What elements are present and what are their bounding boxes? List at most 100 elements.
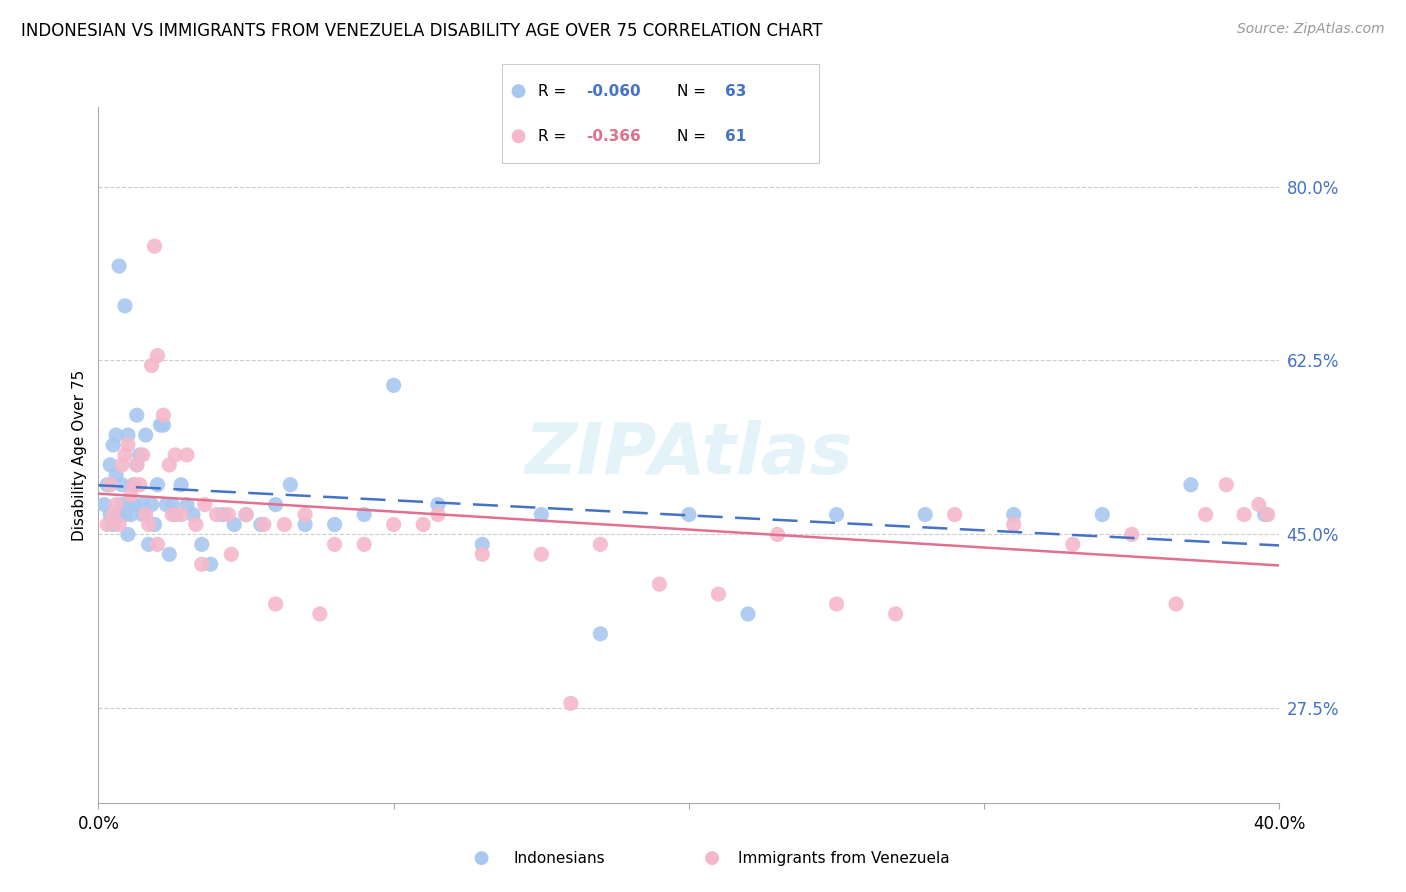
Point — [98, 477, 121, 491]
Point — [219, 547, 242, 561]
Point — [1180, 477, 1202, 491]
Text: 61: 61 — [725, 128, 747, 144]
Text: Immigrants from Venezuela: Immigrants from Venezuela — [738, 851, 950, 865]
Point — [114, 299, 136, 313]
Point — [530, 508, 553, 522]
Text: R =: R = — [538, 128, 571, 144]
Point — [111, 498, 134, 512]
Point — [132, 498, 155, 512]
Point — [294, 517, 316, 532]
Point — [648, 577, 671, 591]
Point — [707, 587, 730, 601]
Point — [125, 458, 148, 472]
Point — [105, 467, 128, 482]
Point — [155, 498, 177, 512]
Point — [108, 517, 131, 532]
Point — [1233, 508, 1256, 522]
Point — [1062, 537, 1084, 551]
Point — [143, 239, 166, 253]
Point — [914, 508, 936, 522]
Point — [181, 508, 204, 522]
Point — [152, 418, 174, 433]
Point — [294, 508, 316, 522]
Point — [1215, 477, 1237, 491]
Point — [1195, 508, 1218, 522]
Point — [162, 498, 183, 512]
Point — [117, 428, 139, 442]
Point — [125, 408, 148, 422]
Point — [253, 517, 276, 532]
Point — [323, 537, 346, 551]
Point — [114, 508, 136, 522]
Text: -0.366: -0.366 — [586, 128, 641, 144]
Point — [120, 498, 142, 512]
Point — [120, 488, 142, 502]
Point — [1257, 508, 1279, 522]
Point — [264, 498, 287, 512]
Y-axis label: Disability Age Over 75: Disability Age Over 75 — [72, 369, 87, 541]
Point — [191, 558, 214, 572]
Point — [264, 597, 287, 611]
Point — [427, 498, 450, 512]
Text: ZIPAtlas: ZIPAtlas — [524, 420, 853, 490]
Point — [176, 498, 198, 512]
Point — [250, 517, 273, 532]
Point — [108, 259, 131, 273]
Point — [224, 517, 246, 532]
Point — [737, 607, 759, 621]
Point — [1121, 527, 1143, 541]
Point — [132, 508, 155, 522]
Point — [128, 477, 150, 491]
Point — [170, 508, 193, 522]
Point — [278, 477, 302, 491]
Point — [117, 438, 139, 452]
Point — [108, 508, 131, 522]
Point — [128, 448, 150, 462]
Point — [943, 508, 966, 522]
Point — [125, 458, 148, 472]
Point — [530, 547, 553, 561]
Point — [103, 508, 125, 522]
Point — [678, 508, 700, 522]
Point — [141, 359, 163, 373]
Point — [353, 508, 375, 522]
Point — [1091, 508, 1114, 522]
Point — [146, 477, 169, 491]
Point — [702, 851, 724, 865]
Text: Indonesians: Indonesians — [513, 851, 605, 865]
Point — [1002, 508, 1025, 522]
Text: R =: R = — [538, 84, 571, 99]
Point — [884, 607, 907, 621]
Point — [184, 517, 207, 532]
Point — [111, 477, 134, 491]
Point — [98, 458, 121, 472]
Point — [98, 508, 121, 522]
Point — [382, 517, 405, 532]
Point — [560, 697, 582, 711]
Point — [146, 349, 169, 363]
Point — [96, 477, 118, 491]
Point — [1164, 597, 1187, 611]
Text: N =: N = — [678, 84, 711, 99]
Point — [1247, 498, 1270, 512]
Point — [508, 129, 530, 144]
FancyBboxPatch shape — [502, 64, 820, 163]
Point — [176, 448, 198, 462]
Point — [205, 508, 228, 522]
Point — [111, 458, 134, 472]
Point — [211, 508, 233, 522]
Point — [825, 508, 848, 522]
Point — [235, 508, 257, 522]
Text: -0.060: -0.060 — [586, 84, 641, 99]
Point — [122, 477, 145, 491]
Text: 63: 63 — [725, 84, 747, 99]
Point — [235, 508, 257, 522]
Point — [427, 508, 450, 522]
Text: INDONESIAN VS IMMIGRANTS FROM VENEZUELA DISABILITY AGE OVER 75 CORRELATION CHART: INDONESIAN VS IMMIGRANTS FROM VENEZUELA … — [21, 22, 823, 40]
Point — [382, 378, 405, 392]
Point — [200, 558, 222, 572]
Point — [96, 517, 118, 532]
Point — [589, 627, 612, 641]
Point — [152, 408, 174, 422]
Point — [146, 537, 169, 551]
